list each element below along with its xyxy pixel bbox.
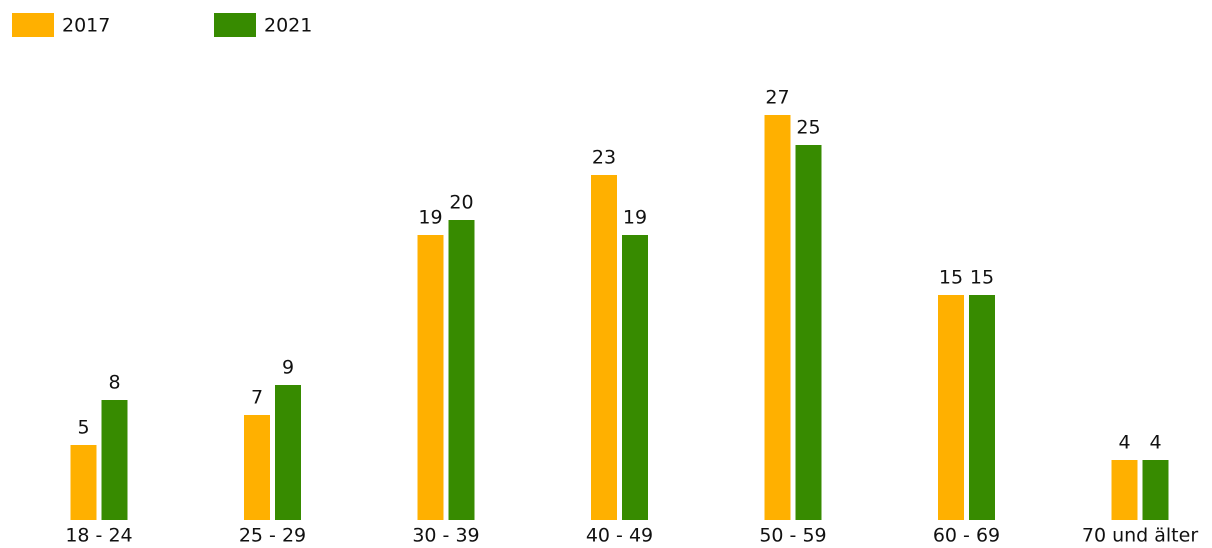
value-label: 15	[970, 267, 994, 289]
value-label: 15	[939, 267, 963, 289]
x-tick-label: 30 - 39	[412, 525, 479, 547]
x-tick-label: 50 - 59	[759, 525, 826, 547]
bar	[417, 235, 444, 520]
value-label: 19	[623, 207, 647, 229]
value-label: 7	[251, 387, 263, 409]
value-label: 19	[418, 207, 442, 229]
bar	[448, 220, 475, 520]
x-tick-label: 60 - 69	[933, 525, 1000, 547]
bar	[101, 400, 128, 520]
bar	[1142, 460, 1169, 520]
bar	[591, 175, 617, 520]
bar	[1111, 460, 1138, 520]
bar	[244, 415, 270, 520]
bar	[938, 295, 964, 520]
legend-swatch	[12, 13, 54, 37]
x-tick-label: 40 - 49	[586, 525, 653, 547]
bar	[622, 235, 648, 520]
value-label: 20	[449, 192, 473, 214]
value-label: 4	[1149, 432, 1161, 454]
value-label: 25	[796, 117, 820, 139]
value-label: 9	[282, 357, 294, 379]
x-tick-label: 18 - 24	[65, 525, 132, 547]
bar	[969, 295, 995, 520]
value-label: 27	[765, 87, 789, 109]
bar	[275, 385, 301, 520]
value-label: 23	[592, 147, 616, 169]
legend-label: 2021	[264, 15, 312, 37]
bar	[764, 115, 791, 520]
value-label: 5	[77, 417, 89, 439]
bar	[795, 145, 822, 520]
x-tick-label: 70 und älter	[1082, 525, 1198, 547]
value-label: 4	[1118, 432, 1130, 454]
bar	[70, 445, 97, 520]
value-label: 8	[108, 372, 120, 394]
legend-swatch	[214, 13, 256, 37]
x-tick-label: 25 - 29	[239, 525, 306, 547]
legend-label: 2017	[62, 15, 110, 37]
